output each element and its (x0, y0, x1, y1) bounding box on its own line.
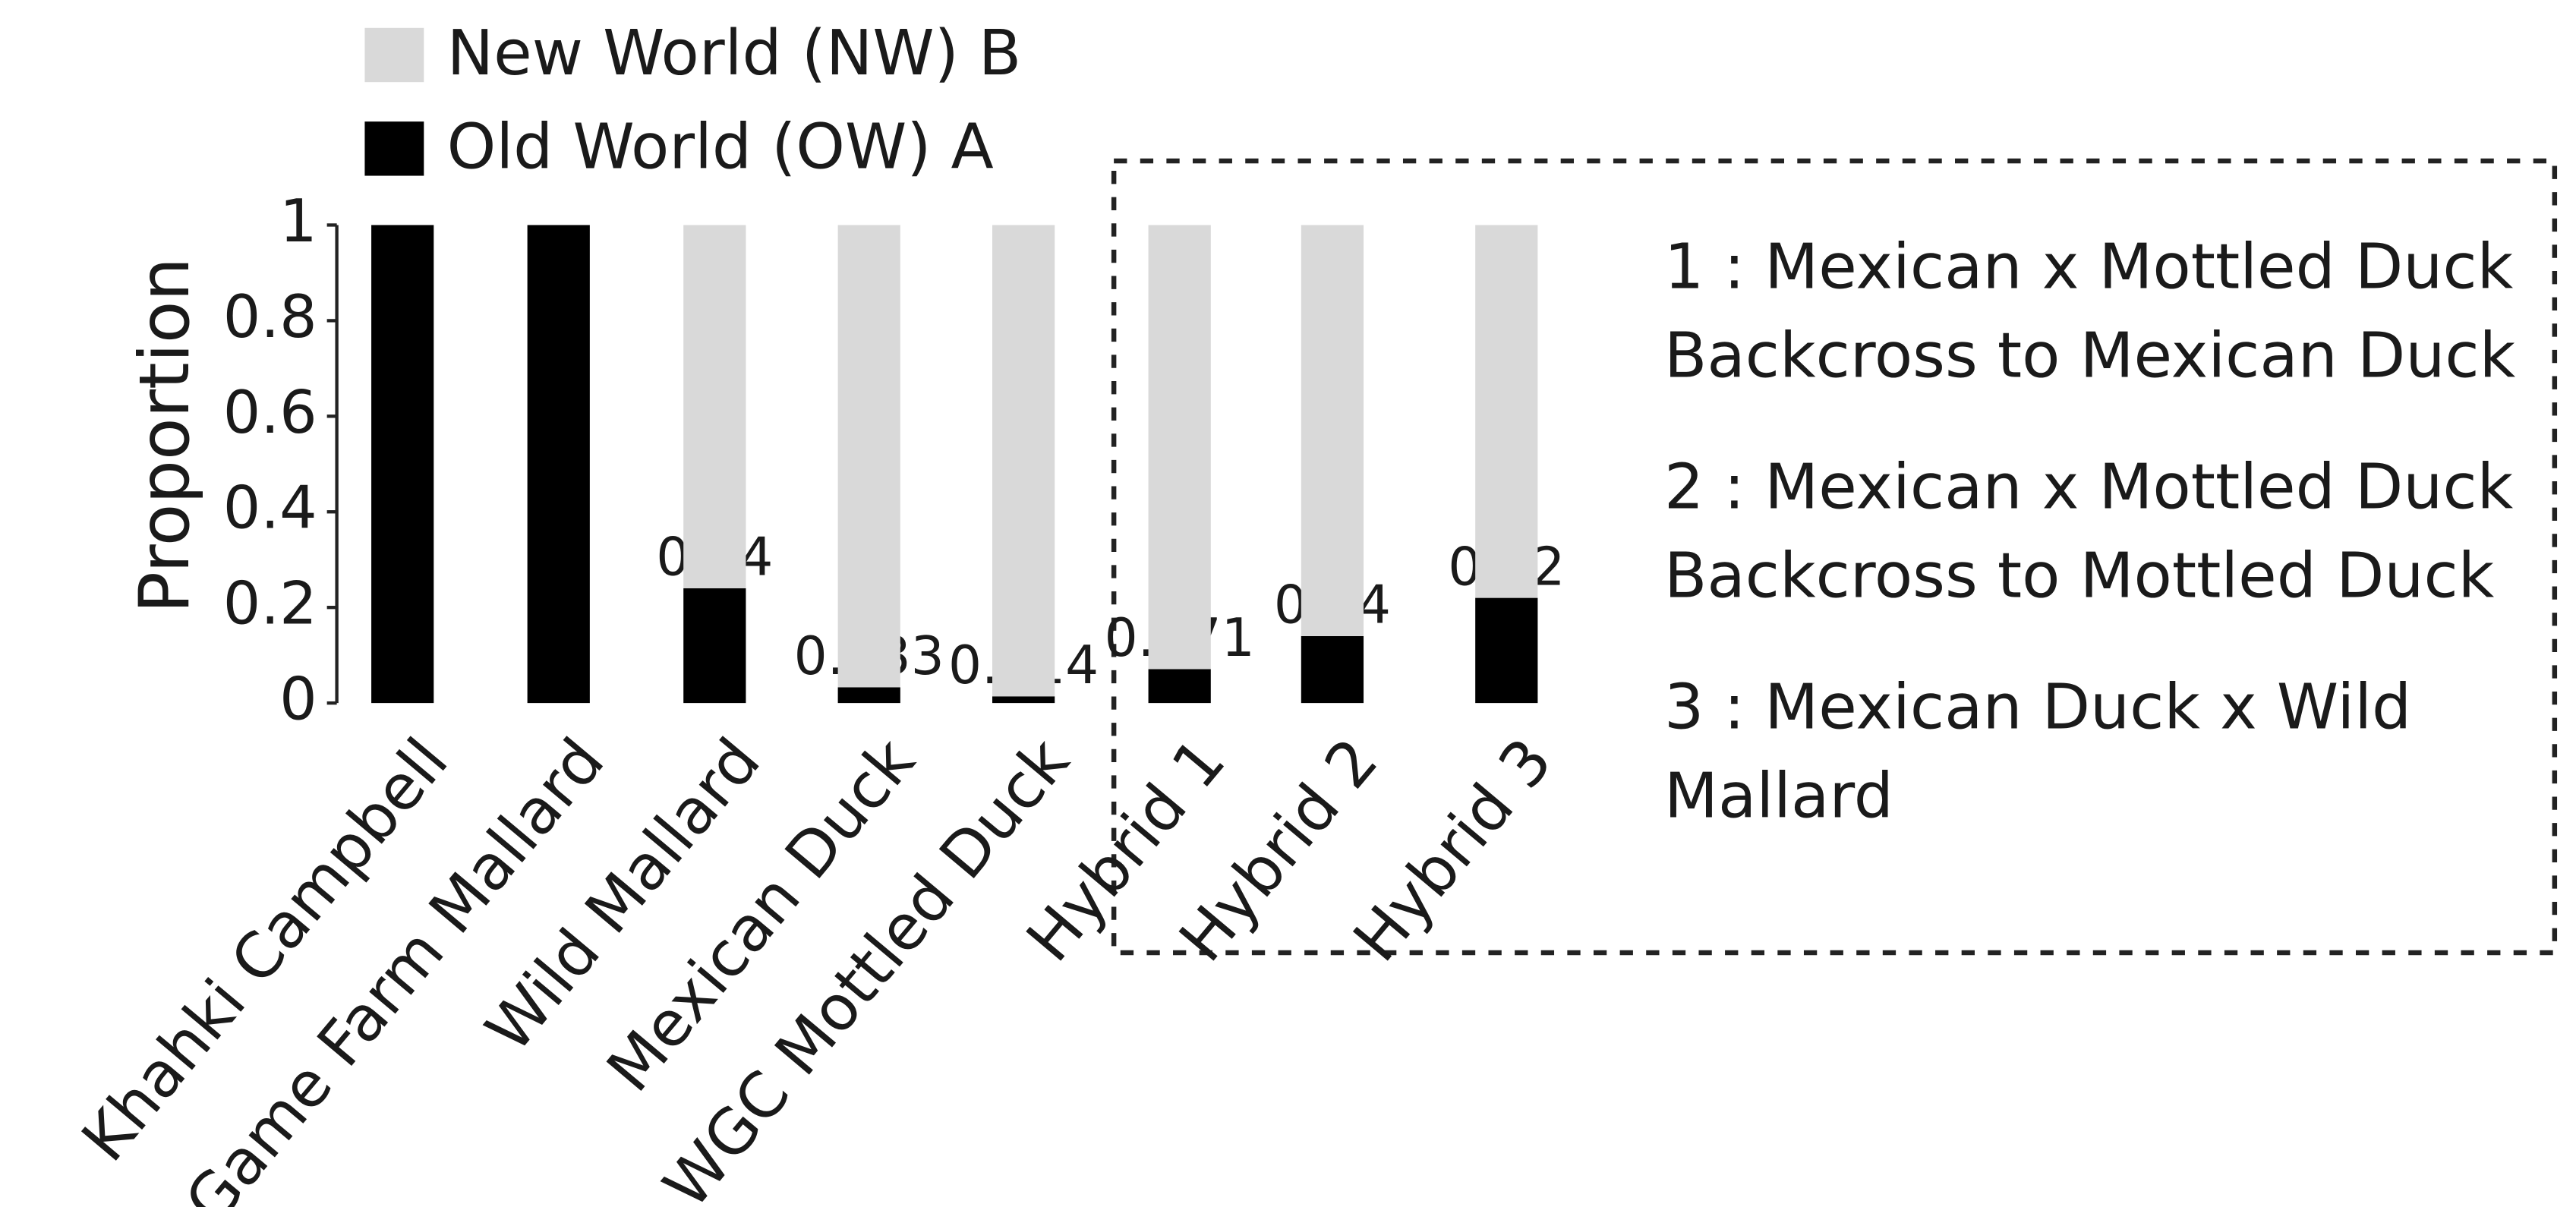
note-box (1111, 158, 2558, 956)
bar-segment (1301, 225, 1364, 636)
bar-segment (683, 588, 746, 704)
y-tick-label: 0.2 (223, 570, 317, 638)
note-text: 2 : Mexican x Mottled Duck (1664, 451, 2514, 523)
bar-segment (992, 225, 1055, 697)
y-tick-label: 0.4 (223, 474, 317, 543)
y-tick-label: 1 (279, 188, 317, 256)
legend-label: Old World (OW) A (447, 112, 994, 184)
note-text: 3 : Mexican Duck x Wild (1664, 671, 2411, 743)
y-tick-label: 0 (279, 666, 317, 734)
bar-segment (992, 696, 1055, 704)
bar-segment (1148, 225, 1211, 670)
bar-segment (1475, 597, 1538, 704)
bar-segment (837, 225, 900, 688)
note-text: Backcross to Mexican Duck (1664, 320, 2516, 392)
bar-segment (837, 687, 900, 704)
bar-segment (1475, 225, 1538, 598)
y-tick-label: 0.6 (223, 379, 317, 447)
x-tick-label: Wild Mallard (472, 725, 774, 1065)
note-text: Mallard (1664, 760, 1893, 832)
y-tick-label: 0.8 (223, 283, 317, 351)
bar-segment (527, 225, 590, 704)
legend-swatch (364, 121, 424, 176)
y-axis-label: Proportion (125, 257, 205, 613)
note-text: Backcross to Mottled Duck (1664, 540, 2495, 612)
legend-label: New World (NW) B (447, 17, 1022, 90)
bar-segment (1301, 635, 1364, 704)
note-text: 1 : Mexican x Mottled Duck (1664, 231, 2514, 303)
bar-segment (1148, 669, 1211, 704)
bar-segment (371, 225, 434, 704)
legend-swatch (364, 27, 424, 83)
bar-segment (683, 225, 746, 589)
